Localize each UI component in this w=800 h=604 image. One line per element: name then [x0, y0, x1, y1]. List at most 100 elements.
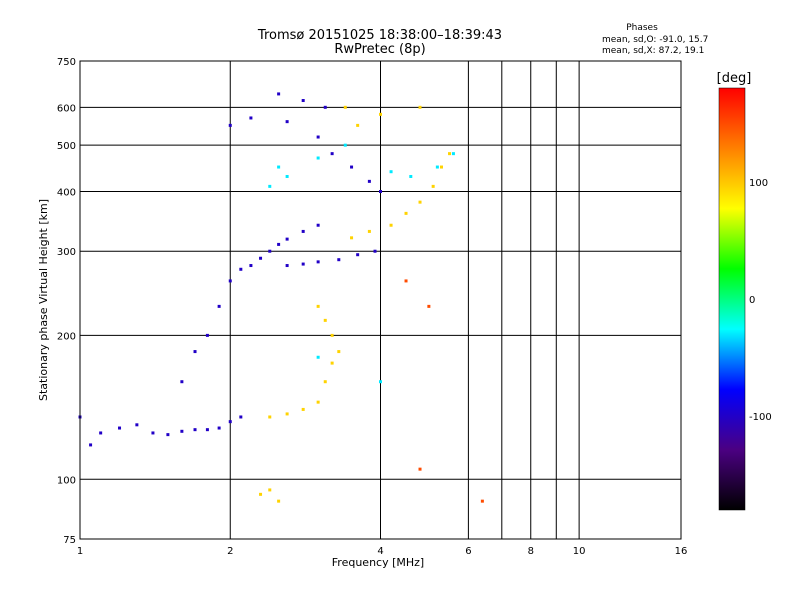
x-tick-label: 1 — [77, 546, 83, 557]
colorbar-tick-label: -100 — [749, 412, 772, 423]
data-point — [404, 211, 408, 215]
data-point — [316, 355, 320, 359]
data-point — [323, 318, 327, 322]
y-tick-label: 100 — [57, 475, 76, 486]
data-point — [316, 304, 320, 308]
data-point — [180, 429, 184, 433]
data-point — [277, 499, 281, 503]
data-point — [389, 170, 393, 174]
data-point — [379, 112, 382, 116]
y-tick-label: 600 — [57, 103, 76, 114]
data-point — [268, 249, 272, 253]
data-point — [316, 135, 320, 139]
data-point — [228, 420, 232, 424]
chart-title: Tromsø 20151025 18:38:00–18:39:43 — [257, 28, 502, 43]
data-point — [418, 467, 422, 471]
data-point — [330, 333, 334, 337]
x-tick-label: 10 — [573, 546, 586, 557]
data-point — [285, 120, 289, 124]
y-tick-label: 500 — [57, 141, 76, 152]
data-point — [285, 412, 289, 416]
data-point — [389, 223, 393, 227]
colorbar-label: [deg] — [717, 71, 752, 86]
data-point — [268, 184, 272, 188]
plot-frame — [79, 60, 682, 540]
data-point — [316, 400, 320, 404]
data-point — [151, 431, 155, 435]
data-point — [373, 249, 377, 253]
data-point — [427, 304, 431, 308]
data-point — [330, 152, 334, 156]
data-point — [480, 499, 484, 503]
data-point — [228, 123, 232, 127]
x-axis-ticks: 1 2 4 6 8 10 16 — [77, 546, 688, 557]
y-tick-label: 75 — [63, 535, 76, 546]
data-point — [259, 256, 263, 260]
data-point — [431, 184, 435, 188]
y-tick-label: 750 — [57, 57, 76, 68]
data-points — [78, 92, 484, 503]
data-point — [440, 165, 444, 169]
data-point — [337, 350, 341, 354]
data-point — [451, 152, 455, 156]
y-axis-label: Stationary phase Virtual Height [km] — [37, 199, 50, 401]
data-point — [448, 152, 452, 156]
colorbar-tick-label: 100 — [749, 178, 768, 189]
data-point — [301, 229, 305, 233]
data-point — [285, 237, 289, 241]
data-point — [277, 92, 281, 96]
data-point — [356, 253, 360, 257]
data-point — [418, 105, 422, 109]
data-point — [193, 428, 197, 432]
data-point — [379, 380, 382, 384]
data-point — [367, 229, 371, 233]
chart-subtitle: RwPretec (8p) — [334, 42, 425, 57]
data-point — [343, 105, 347, 109]
data-point — [239, 267, 243, 271]
data-point — [301, 407, 305, 411]
data-point — [217, 304, 221, 308]
x-tick-label: 4 — [377, 546, 383, 557]
data-point — [205, 333, 209, 337]
data-point — [343, 143, 347, 147]
data-point — [285, 264, 289, 268]
y-axis-ticks: 75 100 200 300 400 500 600 750 — [57, 57, 76, 546]
data-point — [379, 189, 382, 193]
colorbar — [718, 87, 746, 511]
data-point — [337, 258, 341, 262]
data-point — [301, 262, 305, 266]
data-point — [316, 223, 320, 227]
data-point — [350, 165, 354, 169]
data-point — [259, 492, 263, 496]
stats-line-o: mean, sd,O: -91.0, 15.7 — [602, 35, 708, 45]
data-point — [435, 165, 439, 169]
data-point — [228, 279, 232, 283]
stats-line-x: mean, sd,X: 87.2, 19.1 — [602, 46, 704, 56]
colorbar-tick-label: 0 — [749, 295, 755, 306]
data-point — [350, 236, 354, 240]
data-point — [268, 488, 272, 492]
data-point — [193, 350, 197, 354]
data-point — [118, 426, 122, 430]
data-point — [301, 99, 305, 103]
data-point — [205, 428, 209, 432]
data-point — [99, 431, 103, 435]
data-point — [239, 415, 243, 419]
data-point — [418, 200, 422, 204]
colorbar-ticks: 100 0 -100 — [749, 178, 772, 423]
data-point — [249, 264, 253, 268]
data-point — [409, 174, 413, 178]
data-point — [135, 423, 139, 427]
data-point — [285, 174, 289, 178]
data-point — [323, 105, 327, 109]
gridlines — [80, 61, 681, 539]
data-point — [217, 426, 221, 430]
x-tick-label: 16 — [675, 546, 688, 557]
y-tick-label: 200 — [57, 331, 76, 342]
data-point — [89, 443, 93, 447]
data-point — [277, 165, 281, 169]
x-tick-label: 6 — [465, 546, 471, 557]
data-point — [356, 123, 360, 127]
data-point — [180, 380, 184, 384]
